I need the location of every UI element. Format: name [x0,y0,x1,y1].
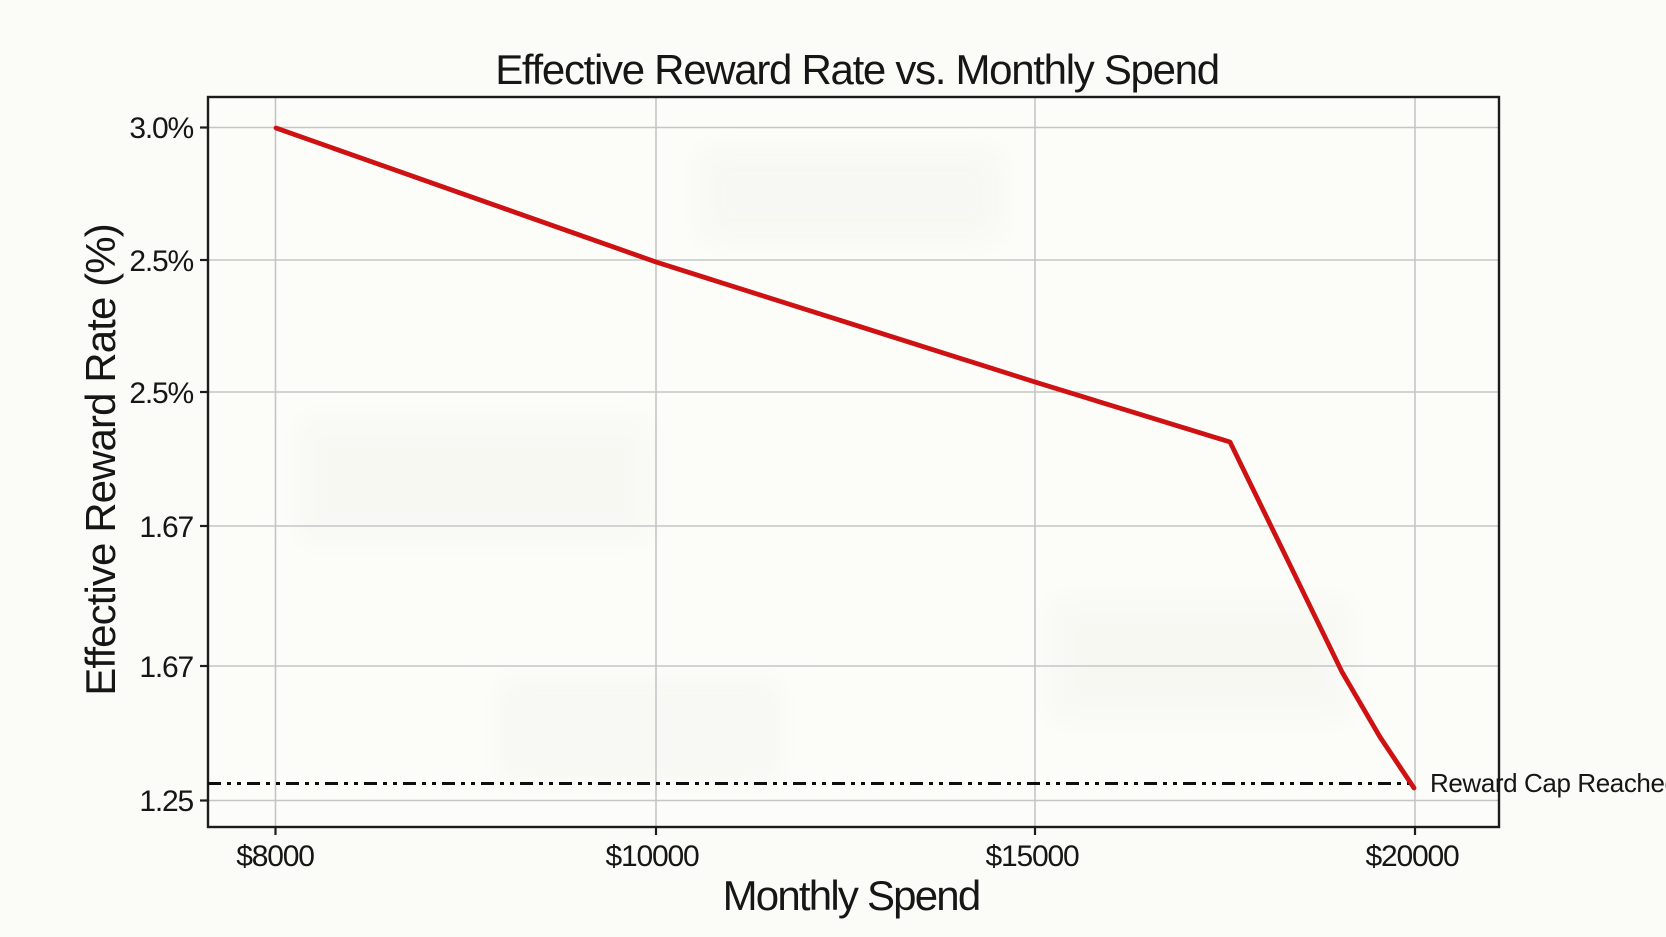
svg-text:1.67: 1.67 [139,511,193,544]
svg-text:3.0%: 3.0% [129,112,193,145]
svg-text:2.5%: 2.5% [129,377,193,410]
svg-text:Effective Reward Rate (%): Effective Reward Rate (%) [77,224,124,696]
svg-text:Monthly Spend: Monthly Spend [723,872,980,919]
svg-text:$10000: $10000 [606,840,699,873]
svg-text:$15000: $15000 [986,840,1079,873]
svg-text:Effective Reward Rate vs. Mont: Effective Reward Rate vs. Monthly Spend [495,46,1219,93]
svg-text:1.67: 1.67 [139,651,193,684]
svg-text:$20000: $20000 [1366,840,1459,873]
svg-text:$8000: $8000 [236,840,314,873]
svg-text:2.5%: 2.5% [129,245,193,278]
svg-text:Reward Cap Reached: Reward Cap Reached [1430,768,1666,798]
svg-text:1.25: 1.25 [139,785,193,818]
